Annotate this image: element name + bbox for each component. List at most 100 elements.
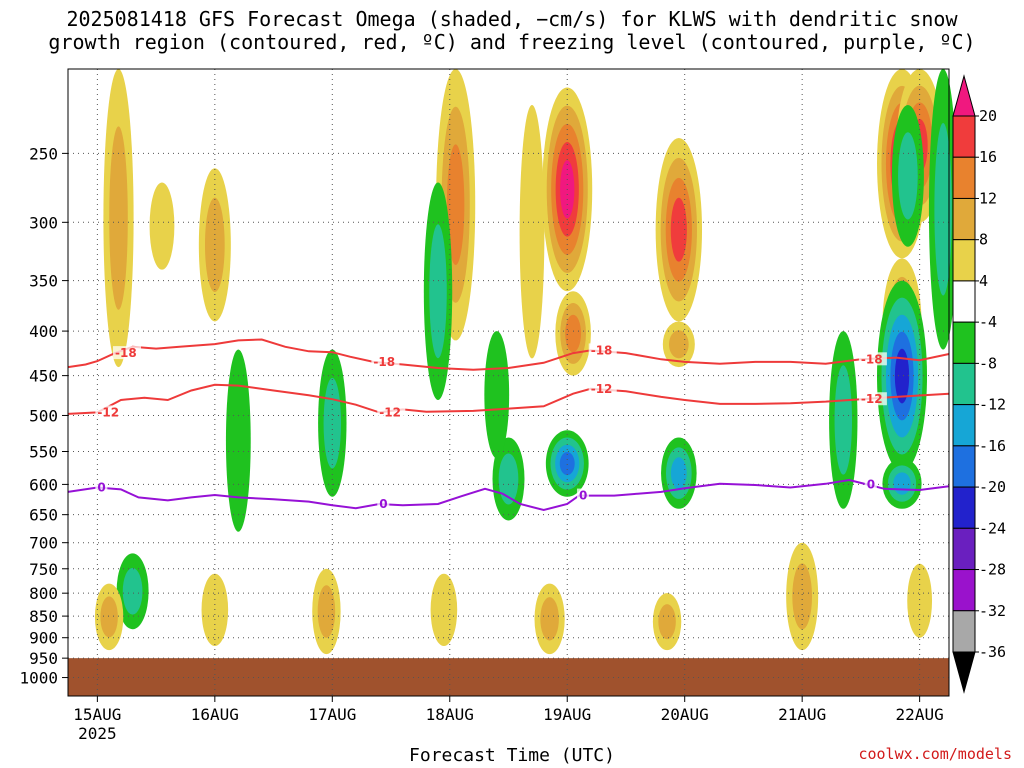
y-tick-label-600: 600 xyxy=(29,475,58,494)
colorbar-band-2 xyxy=(952,197,976,241)
colorbar-label-7: -12 xyxy=(979,396,1006,414)
plot-frame xyxy=(67,68,950,697)
contour-label-bg-dgz-minus18-1 xyxy=(371,354,400,368)
omega-cell-6-level-16 xyxy=(670,197,687,262)
colorbar-label-11: -28 xyxy=(979,561,1006,579)
colorbar-band-11 xyxy=(952,569,976,612)
colorbar-band-1 xyxy=(952,156,976,199)
contour-label-dgz-minus18-1: -18 xyxy=(373,355,395,369)
contour-label-dgz-minus12-3: -12 xyxy=(861,392,883,406)
colorbar-band-7 xyxy=(952,404,976,447)
contour-label-freezing-level-1: 0 xyxy=(379,497,387,511)
omega-cell-29-level-4 xyxy=(430,573,458,647)
x-tick-label-2: 17AUG xyxy=(308,705,356,724)
contour-label-bg-dgz-minus12-3 xyxy=(858,392,887,406)
contour-label-bg-dgz-minus12-2 xyxy=(588,381,617,395)
y-tick-label-1000: 1000 xyxy=(19,669,58,688)
omega-cell-17-level-12 xyxy=(893,472,911,495)
colorbar: 20 16 12 8 4 -4 -8 -12 -16 -20 -24 -28 -32 -36 xyxy=(952,74,1006,694)
contour-label-bg-freezing-level-1 xyxy=(377,497,390,511)
colorbar-band-5 xyxy=(952,321,976,364)
contour-label-dgz-minus12-1: -12 xyxy=(379,405,401,419)
grid xyxy=(68,69,949,696)
omega-cell-30-level-8 xyxy=(540,597,559,641)
contour-label-freezing-level-3: 0 xyxy=(867,477,875,491)
omega-cell-13-level-8 xyxy=(498,453,519,505)
contour-label-bg-freezing-level-3 xyxy=(864,477,877,491)
contour-label-bg-dgz-minus18-2 xyxy=(588,343,617,357)
contour-label-bg-freezing-level-0 xyxy=(95,480,108,494)
contour-label-dgz-minus18-0: -18 xyxy=(115,346,137,360)
y-tick-label-400: 400 xyxy=(29,322,58,341)
y-tick-label-900: 900 xyxy=(29,629,58,648)
contour-label-freezing-level-0: 0 xyxy=(97,481,105,495)
contour-label-bg-dgz-minus18-3 xyxy=(858,352,887,366)
y-tick-label-850: 850 xyxy=(29,607,58,626)
omega-cell-7-level-8 xyxy=(668,330,689,359)
omega-cell-0-level-8 xyxy=(109,126,128,310)
colorbar-band-4 xyxy=(952,280,976,323)
x-tick-label-3: 18AUG xyxy=(426,705,474,724)
omega-cell-5-level-12 xyxy=(565,314,582,353)
colorbar-label-1: 16 xyxy=(979,148,997,166)
x-tick-sublabel-0: 2025 xyxy=(78,724,117,743)
contour-label-dgz-minus18-3: -18 xyxy=(861,352,883,366)
contour-label-dgz-minus18-2: -18 xyxy=(591,343,613,357)
contour-label-bg-dgz-minus12-1 xyxy=(377,405,406,419)
colorbar-label-10: -24 xyxy=(979,519,1006,537)
omega-cell-18-level-8 xyxy=(934,122,952,296)
y-tick-label-350: 350 xyxy=(29,272,58,291)
colorbar-label-2: 12 xyxy=(979,189,997,207)
source-credit: coolwx.com/models xyxy=(858,745,1012,763)
omega-cell-26-level-8 xyxy=(100,596,118,638)
omega-cell-33-level-4 xyxy=(907,563,933,638)
omega-cell-28-level-8 xyxy=(317,585,336,638)
y-tick-label-450: 450 xyxy=(29,367,58,386)
y-tick-label-800: 800 xyxy=(29,584,58,603)
x-tick-label-6: 21AUG xyxy=(778,705,826,724)
omega-cell-24-level-4 xyxy=(225,349,251,532)
omega-cell-22-level-8 xyxy=(429,224,447,359)
colorbar-band-12 xyxy=(952,610,976,653)
contour-line-dgz-minus12 xyxy=(67,383,950,415)
omega-cell-12-level-4 xyxy=(519,105,545,359)
y-tick-label-750: 750 xyxy=(29,560,58,579)
chart-title-line-2: growth region (contoured, red, ºC) and f… xyxy=(48,30,976,54)
omega-cell-2-level-4 xyxy=(149,182,175,270)
contour-label-bg-dgz-minus12-0 xyxy=(95,405,124,419)
y-tick-label-700: 700 xyxy=(29,534,58,553)
x-tick-label-4: 19AUG xyxy=(543,705,591,724)
omega-cell-14-level-16 xyxy=(559,451,575,476)
omega-cell-23-level-4 xyxy=(484,331,510,459)
colorbar-label-12: -32 xyxy=(979,602,1006,620)
colorbar-label-5: -4 xyxy=(979,313,997,331)
omega-cell-25-level-8 xyxy=(122,567,143,615)
colorbar-label-9: -20 xyxy=(979,478,1006,496)
colorbar-band-9 xyxy=(952,486,976,529)
contour-label-dgz-minus12-2: -12 xyxy=(591,382,613,396)
omega-cell-3-level-12 xyxy=(446,144,465,266)
y-tick-label-500: 500 xyxy=(29,406,58,425)
omega-cell-20-level-8 xyxy=(834,365,853,475)
contour-label-bg-dgz-minus18-0 xyxy=(112,346,141,360)
colorbar-label-6: -8 xyxy=(979,354,997,372)
contour-label-freezing-level-2: 0 xyxy=(579,489,587,503)
contours: -18 -18 -18 -18 -12 -12 -12 -12 0 0 0 0 xyxy=(67,338,950,511)
omega-cell-31-level-8 xyxy=(658,604,676,640)
y-tick-label-550: 550 xyxy=(29,443,58,462)
colorbar-band-0 xyxy=(952,115,976,158)
x-tick-label-0: 15AUG xyxy=(73,705,121,724)
x-tick-label-7: 22AUG xyxy=(896,705,944,724)
y-tick-label-300: 300 xyxy=(29,213,58,232)
contour-line-dgz-minus18 xyxy=(67,338,950,371)
omega-cell-19-level-8 xyxy=(898,132,918,220)
colorbar-label-13: -36 xyxy=(979,643,1006,661)
omega-cell-15-level-12 xyxy=(670,457,687,489)
axes: 250 300 350 400 450 500 550 600 650 700 750 800 850 9… xyxy=(19,68,950,743)
colorbar-band-8 xyxy=(952,445,976,488)
x-axis-label: Forecast Time (UTC) xyxy=(409,745,615,766)
colorbar-band-6 xyxy=(952,362,976,406)
y-tick-label-950: 950 xyxy=(29,649,58,668)
chart-title-line-1: 2025081418 GFS Forecast Omega (shaded, −… xyxy=(66,7,958,31)
